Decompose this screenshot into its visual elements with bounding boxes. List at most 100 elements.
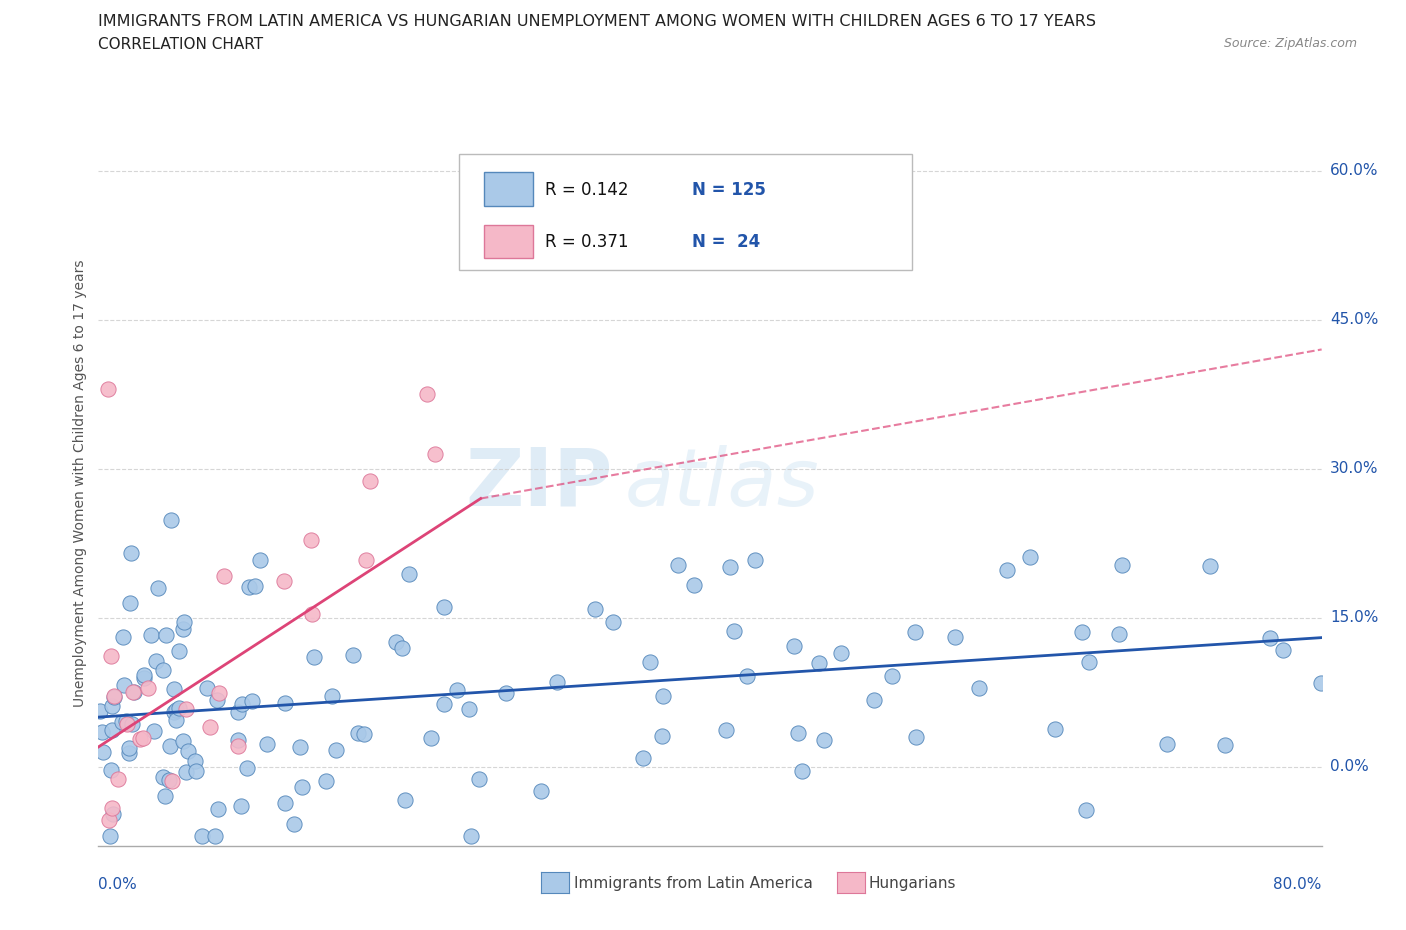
- Text: ZIP: ZIP: [465, 445, 612, 523]
- Point: [718, 560, 741, 575]
- Point: [1156, 737, 1178, 751]
- Point: [195, 681, 218, 696]
- Point: [302, 649, 325, 664]
- Point: [107, 772, 129, 787]
- Point: [1074, 803, 1097, 817]
- Point: [288, 740, 311, 755]
- Point: [249, 553, 271, 568]
- Point: [98, 829, 121, 844]
- Point: [118, 741, 141, 756]
- Point: [995, 563, 1018, 578]
- Point: [1111, 557, 1133, 572]
- Point: [91, 744, 114, 759]
- Point: [256, 737, 278, 751]
- FancyBboxPatch shape: [460, 153, 912, 270]
- Point: [142, 724, 165, 738]
- Point: [184, 764, 207, 778]
- Point: [683, 578, 706, 592]
- Point: [786, 725, 808, 740]
- Point: [160, 512, 183, 527]
- Point: [631, 751, 654, 765]
- Point: [207, 693, 229, 708]
- FancyBboxPatch shape: [484, 225, 533, 258]
- Point: [231, 696, 253, 711]
- Text: R = 0.371: R = 0.371: [546, 233, 628, 251]
- Point: [419, 731, 441, 746]
- Point: [121, 717, 143, 732]
- Point: [863, 693, 886, 708]
- Text: Source: ZipAtlas.com: Source: ZipAtlas.com: [1223, 37, 1357, 50]
- Point: [198, 720, 221, 735]
- Point: [904, 729, 927, 744]
- Point: [159, 738, 181, 753]
- Point: [356, 552, 378, 567]
- Text: 0.0%: 0.0%: [98, 877, 138, 892]
- Point: [602, 615, 624, 630]
- Point: [808, 656, 831, 671]
- Point: [100, 801, 122, 816]
- Point: [792, 764, 814, 778]
- Point: [111, 715, 134, 730]
- Point: [184, 753, 207, 768]
- Point: [432, 600, 454, 615]
- Point: [744, 552, 766, 567]
- Point: [274, 696, 297, 711]
- Point: [423, 446, 446, 461]
- Point: [273, 574, 295, 589]
- Point: [212, 569, 235, 584]
- Point: [321, 689, 343, 704]
- Point: [301, 606, 323, 621]
- Point: [90, 724, 112, 739]
- Point: [100, 763, 122, 777]
- Text: Immigrants from Latin America: Immigrants from Latin America: [574, 876, 813, 891]
- Point: [346, 725, 368, 740]
- Point: [460, 829, 482, 844]
- Point: [136, 681, 159, 696]
- Point: [112, 678, 135, 693]
- Point: [176, 701, 198, 716]
- Point: [1309, 675, 1331, 690]
- Point: [152, 769, 174, 784]
- Point: [783, 638, 806, 653]
- Point: [157, 772, 180, 787]
- Point: [638, 655, 661, 670]
- Point: [132, 671, 155, 685]
- Point: [1213, 737, 1236, 752]
- Point: [1077, 655, 1099, 670]
- Point: [283, 817, 305, 831]
- Text: 45.0%: 45.0%: [1330, 312, 1378, 327]
- Point: [163, 681, 186, 696]
- Point: [145, 653, 167, 668]
- Point: [394, 792, 416, 807]
- Point: [416, 387, 439, 402]
- Point: [114, 713, 136, 728]
- Point: [457, 702, 479, 717]
- Point: [291, 779, 314, 794]
- Point: [165, 703, 187, 718]
- Point: [134, 668, 156, 683]
- Point: [240, 694, 263, 709]
- Text: N =  24: N = 24: [692, 233, 759, 251]
- Point: [652, 688, 675, 703]
- Point: [101, 699, 124, 714]
- Point: [120, 545, 142, 560]
- Point: [238, 579, 260, 594]
- Point: [1198, 558, 1220, 573]
- Point: [1258, 631, 1281, 645]
- Point: [342, 648, 364, 663]
- Point: [117, 717, 139, 732]
- Point: [118, 746, 141, 761]
- Point: [207, 802, 229, 817]
- Point: [191, 829, 214, 844]
- Text: atlas: atlas: [624, 445, 820, 523]
- Point: [236, 761, 259, 776]
- Point: [165, 712, 187, 727]
- Point: [172, 734, 194, 749]
- Point: [398, 566, 420, 581]
- Point: [353, 727, 375, 742]
- Point: [385, 635, 408, 650]
- Point: [967, 681, 990, 696]
- Text: 60.0%: 60.0%: [1330, 163, 1378, 178]
- Point: [169, 701, 191, 716]
- Point: [204, 829, 226, 844]
